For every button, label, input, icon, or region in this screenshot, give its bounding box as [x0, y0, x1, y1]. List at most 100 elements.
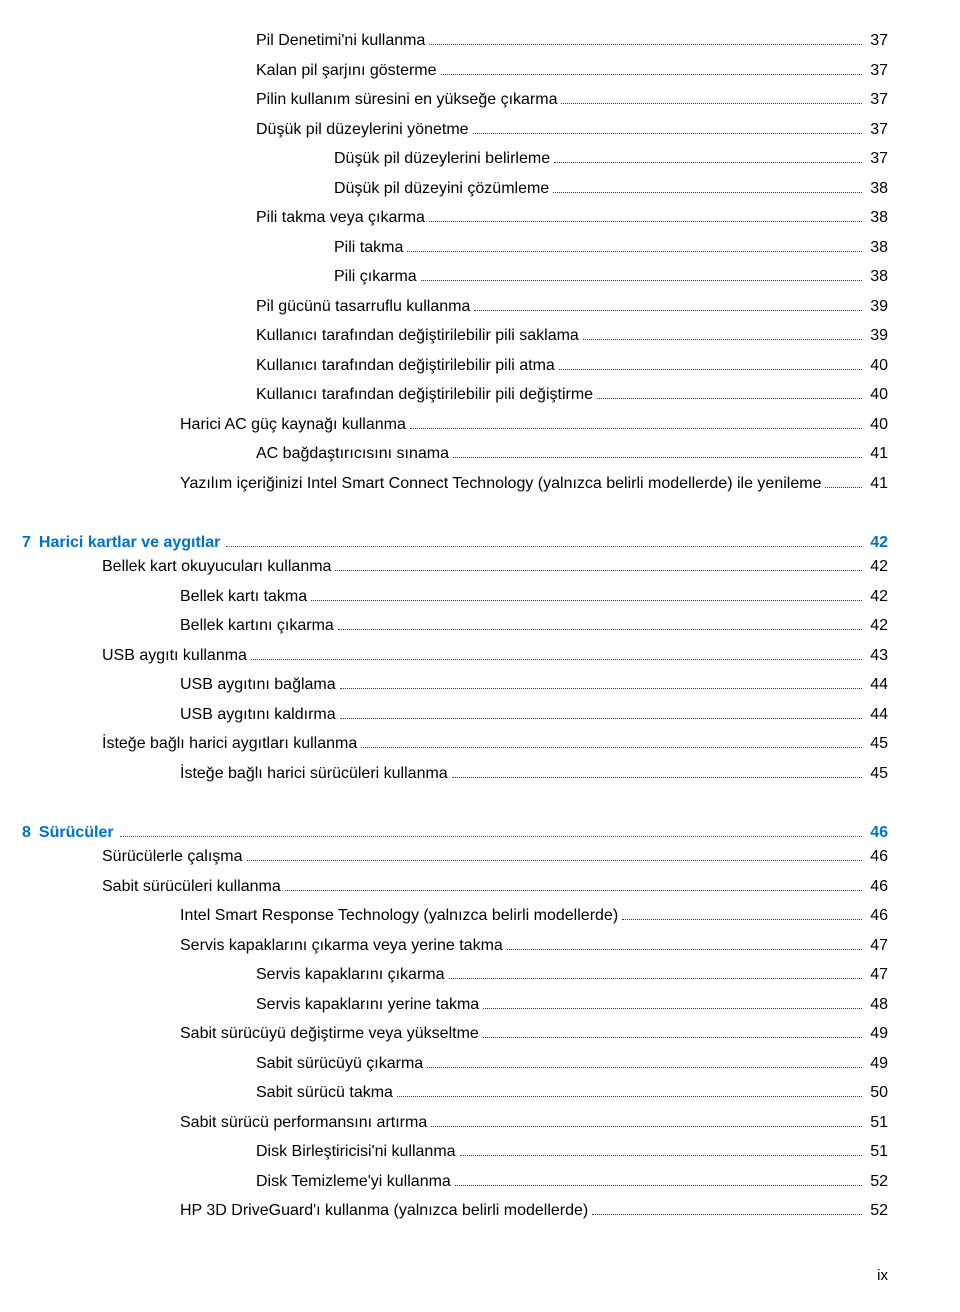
toc-entry[interactable]: AC bağdaştırıcısını sınama 41	[22, 439, 888, 469]
leader-dots	[483, 999, 862, 1009]
toc-entry[interactable]: Pili takma veya çıkarma38	[22, 203, 888, 233]
chapter-8-heading[interactable]: 8 Sürücüler 46	[22, 824, 888, 842]
toc-label: Disk Birleştiricisi'ni kullanma	[256, 1137, 456, 1167]
toc-entry[interactable]: Sabit sürücüleri kullanma46	[22, 872, 888, 902]
leader-dots	[452, 768, 862, 778]
toc-page: 38	[866, 174, 888, 204]
toc-entry[interactable]: Düşük pil düzeylerini belirleme37	[22, 144, 888, 174]
toc-page: 37	[866, 56, 888, 86]
toc-entry[interactable]: Kalan pil şarjını gösterme37	[22, 56, 888, 86]
toc-entry[interactable]: Sabit sürücüyü değiştirme veya yükseltme…	[22, 1019, 888, 1049]
toc-entry[interactable]: Harici AC güç kaynağı kullanma40	[22, 410, 888, 440]
leader-dots	[427, 1058, 862, 1068]
leader-dots	[421, 271, 862, 281]
toc-page: 40	[866, 380, 888, 410]
toc-entry[interactable]: İsteğe bağlı harici aygıtları kullanma45	[22, 729, 888, 759]
toc-label: Intel Smart Response Technology (yalnızc…	[180, 901, 618, 931]
leader-dots	[559, 360, 862, 370]
leader-dots	[311, 591, 862, 601]
toc-entry[interactable]: Sabit sürücüyü çıkarma49	[22, 1049, 888, 1079]
toc-entry[interactable]: Servis kapaklarını yerine takma48	[22, 990, 888, 1020]
chapter-page: 42	[866, 534, 888, 552]
toc-label: Pili takma veya çıkarma	[256, 203, 425, 233]
toc-page: 37	[866, 85, 888, 115]
leader-dots	[455, 1176, 862, 1186]
toc-entry[interactable]: Düşük pil düzeyini çözümleme 38	[22, 174, 888, 204]
toc-entry[interactable]: Sabit sürücü performansını artırma51	[22, 1108, 888, 1138]
toc-entry[interactable]: İsteğe bağlı harici sürücüleri kullanma4…	[22, 759, 888, 789]
toc-entry[interactable]: Pil Denetimi'ni kullanma 37	[22, 26, 888, 56]
toc-entry[interactable]: Disk Birleştiricisi'ni kullanma51	[22, 1137, 888, 1167]
leader-dots	[441, 65, 862, 75]
leader-dots	[407, 242, 862, 252]
chapter-7-heading[interactable]: 7 Harici kartlar ve aygıtlar 42	[22, 534, 888, 552]
toc-entry[interactable]: Düşük pil düzeylerini yönetme 37	[22, 115, 888, 145]
toc-label: Kullanıcı tarafından değiştirilebilir pi…	[256, 351, 555, 381]
toc-page: 52	[866, 1167, 888, 1197]
toc-label: Pil Denetimi'ni kullanma	[256, 26, 425, 56]
toc-entry[interactable]: Pilin kullanım süresini en yükseğe çıkar…	[22, 85, 888, 115]
toc-page: 45	[866, 759, 888, 789]
toc-label: Düşük pil düzeyini çözümleme	[334, 174, 549, 204]
toc-page: 52	[866, 1196, 888, 1226]
toc-page: 40	[866, 351, 888, 381]
toc-label: Kullanıcı tarafından değiştirilebilir pi…	[256, 321, 579, 351]
toc-label: Sabit sürücüyü değiştirme veya yükseltme	[180, 1019, 479, 1049]
toc-entry[interactable]: Sabit sürücü takma50	[22, 1078, 888, 1108]
toc-entry[interactable]: USB aygıtını bağlama44	[22, 670, 888, 700]
toc-entry[interactable]: Sürücülerle çalışma46	[22, 842, 888, 872]
chapter-title: Harici kartlar ve aygıtlar	[39, 534, 220, 552]
toc-label: Yazılım içeriğinizi Intel Smart Connect …	[180, 469, 821, 499]
toc-entry[interactable]: Servis kapaklarını çıkarma veya yerine t…	[22, 931, 888, 961]
toc-page: 46	[866, 842, 888, 872]
toc-label: USB aygıtı kullanma	[102, 641, 247, 671]
toc-entry[interactable]: Intel Smart Response Technology (yalnızc…	[22, 901, 888, 931]
toc-page: 42	[866, 552, 888, 582]
toc-entry[interactable]: Bellek kartı takma42	[22, 582, 888, 612]
toc-label: Düşük pil düzeylerini belirleme	[334, 144, 550, 174]
toc-entry[interactable]: Pil gücünü tasarruflu kullanma 39	[22, 292, 888, 322]
leader-dots	[120, 827, 862, 837]
toc-page: 49	[866, 1019, 888, 1049]
toc-page: 46	[866, 872, 888, 902]
toc-page: 38	[866, 262, 888, 292]
leader-dots	[554, 153, 862, 163]
toc-label: Düşük pil düzeylerini yönetme	[256, 115, 469, 145]
toc-page: 39	[866, 321, 888, 351]
toc-entry[interactable]: Disk Temizleme'yi kullanma52	[22, 1167, 888, 1197]
leader-dots	[473, 124, 862, 134]
toc-entry[interactable]: Yazılım içeriğinizi Intel Smart Connect …	[22, 469, 888, 499]
toc-entry[interactable]: Kullanıcı tarafından değiştirilebilir pi…	[22, 351, 888, 381]
leader-dots	[361, 738, 862, 748]
page-content: Pil Denetimi'ni kullanma37Kalan pil şarj…	[0, 0, 960, 1312]
page-footer-number: ix	[877, 1267, 888, 1284]
toc-entry[interactable]: Servis kapaklarını çıkarma47	[22, 960, 888, 990]
toc-entry[interactable]: Kullanıcı tarafından değiştirilebilir pi…	[22, 321, 888, 351]
leader-dots	[285, 881, 862, 891]
toc-entry[interactable]: USB aygıtını kaldırma44	[22, 700, 888, 730]
toc-page: 37	[866, 26, 888, 56]
toc-page: 39	[866, 292, 888, 322]
toc-entry[interactable]: HP 3D DriveGuard'ı kullanma (yalnızca be…	[22, 1196, 888, 1226]
toc-entry[interactable]: Bellek kartını çıkarma42	[22, 611, 888, 641]
toc-page: 41	[866, 469, 888, 499]
toc-label: Pil gücünü tasarruflu kullanma	[256, 292, 470, 322]
toc-label: HP 3D DriveGuard'ı kullanma (yalnızca be…	[180, 1196, 588, 1226]
leader-dots	[251, 650, 862, 660]
toc-page: 41	[866, 439, 888, 469]
toc-page: 49	[866, 1049, 888, 1079]
leader-dots	[410, 419, 862, 429]
leader-dots	[553, 183, 862, 193]
toc-label: AC bağdaştırıcısını sınama	[256, 439, 449, 469]
toc-entry[interactable]: Pili takma38	[22, 233, 888, 263]
toc-page: 48	[866, 990, 888, 1020]
toc-entry[interactable]: Pili çıkarma38	[22, 262, 888, 292]
toc-entry[interactable]: Kullanıcı tarafından değiştirilebilir pi…	[22, 380, 888, 410]
toc-page: 37	[866, 115, 888, 145]
toc-entry[interactable]: USB aygıtı kullanma43	[22, 641, 888, 671]
toc-page: 50	[866, 1078, 888, 1108]
leader-dots	[825, 478, 862, 488]
toc-page: 42	[866, 582, 888, 612]
toc-entry[interactable]: Bellek kart okuyucuları kullanma42	[22, 552, 888, 582]
leader-dots	[507, 940, 862, 950]
